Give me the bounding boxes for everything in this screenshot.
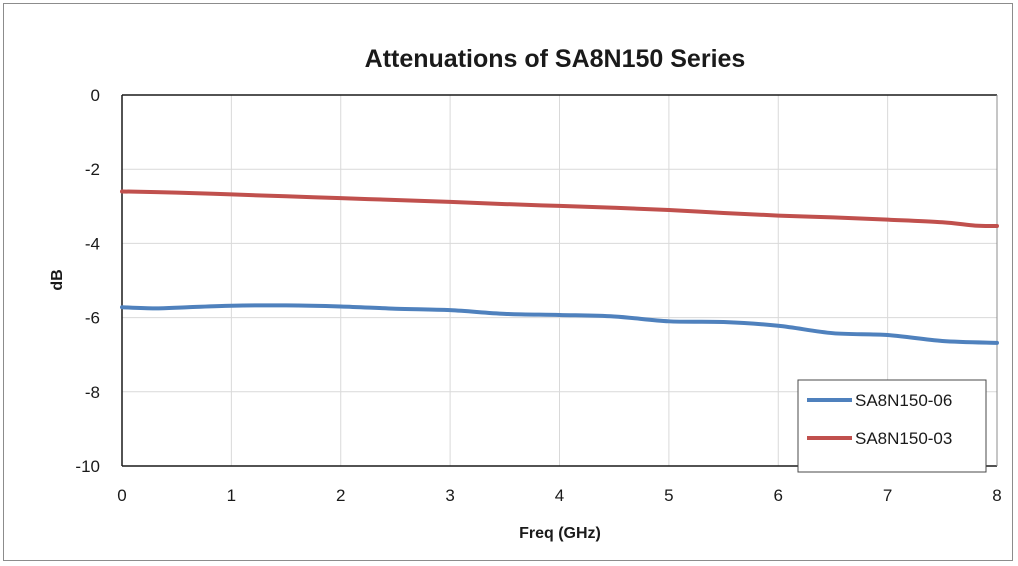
y-tick-label: -8 — [85, 383, 100, 402]
x-tick-label: 2 — [336, 486, 345, 505]
y-axis-label: dB — [49, 269, 66, 290]
legend: SA8N150-06 SA8N150-03 — [797, 379, 987, 473]
series-line-sa8n150-03 — [120, 189, 999, 228]
y-tick-label: -4 — [85, 234, 100, 253]
x-tick-label: 1 — [227, 486, 236, 505]
x-axis-label: Freq (GHz) — [519, 525, 601, 542]
x-tick-label: 6 — [774, 486, 783, 505]
series-lines — [120, 189, 999, 345]
x-tick-label: 8 — [992, 486, 1001, 505]
x-tick-label: 3 — [445, 486, 454, 505]
chart-title: Attenuations of SA8N150 Series — [365, 45, 746, 73]
x-tick-label: 0 — [117, 486, 126, 505]
series-line-sa8n150-06 — [120, 303, 999, 345]
legend-box — [797, 379, 987, 473]
x-tick-label: 5 — [664, 486, 673, 505]
y-tick-label: -10 — [75, 457, 100, 476]
x-tick-label: 4 — [555, 486, 564, 505]
legend-label: SA8N150-03 — [855, 429, 952, 448]
legend-label: SA8N150-06 — [855, 391, 952, 410]
tick-labels: 0 1 2 3 4 5 6 7 8 0 -2 -4 -6 -8 -10 — [75, 86, 1001, 505]
y-tick-label: 0 — [91, 86, 100, 105]
x-tick-label: 7 — [883, 486, 892, 505]
y-tick-label: -6 — [85, 309, 100, 328]
gridlines — [121, 94, 998, 467]
y-tick-label: -2 — [85, 160, 100, 179]
